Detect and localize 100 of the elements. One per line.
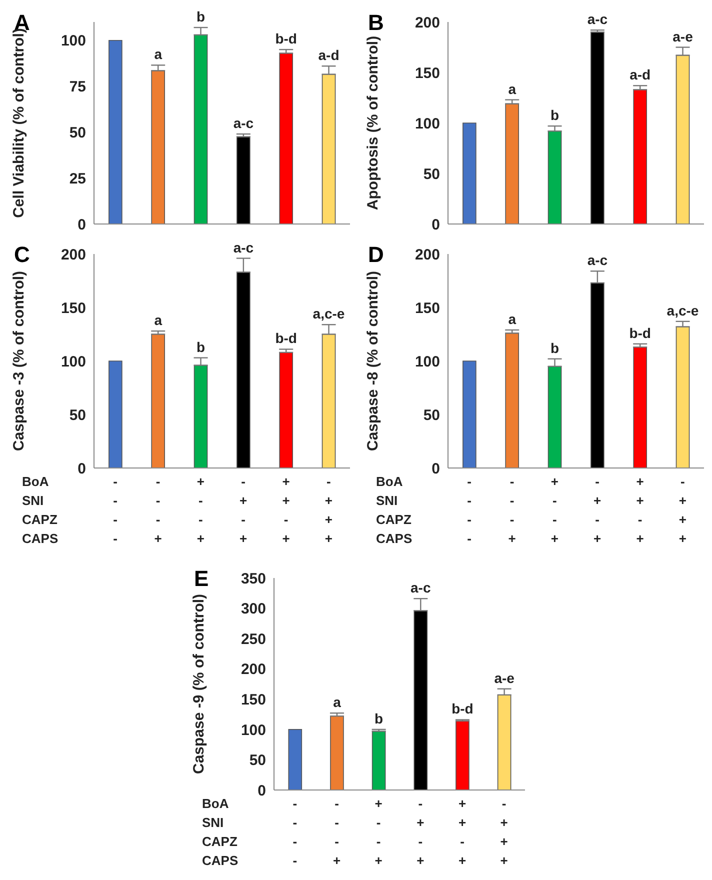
text: BoA [202,796,230,811]
data-label: a-d [630,66,651,83]
text: BoA [376,474,404,489]
text: CAPS [202,853,238,868]
y-tick-label: 75 [69,78,86,96]
y-tick-label: 300 [240,600,266,618]
y-tick-label: 50 [423,406,440,424]
text: CAPZ [376,512,412,527]
bar [194,364,208,468]
bar [505,332,519,468]
x-tick-label: - + - + [240,474,248,546]
bar [108,360,122,468]
bar [590,282,604,468]
data-label: a [154,46,162,62]
y-axis-title: Caspase -9 (% of control) [190,594,208,774]
text: SNI [376,493,398,508]
y-tick-label: 0 [78,460,86,478]
data-label: a-c [587,252,608,268]
data-label: b-d [275,330,297,346]
bar [330,716,344,790]
bar [151,334,165,468]
x-tick-label: + - - + [374,796,383,868]
text: SNI [202,815,224,830]
y-tick-label: 200 [414,246,440,264]
bar [497,694,512,790]
text: CAPZ [22,512,58,527]
data-label: a,c-e [666,302,699,318]
x-tick-label: + + - + [282,474,290,546]
bar [279,52,293,224]
chart-title: E [194,566,209,592]
text: BoA [22,474,50,489]
data-label: b-d [275,30,297,47]
y-tick-label: 150 [60,300,86,317]
y-tick-label: 25 [69,170,86,188]
bar [236,136,250,224]
y-tick-label: 150 [240,691,266,708]
y-tick-label: 250 [240,630,266,648]
bar [279,352,293,468]
x-tick-label: - + + + [678,474,687,546]
y-tick-label: 350 [240,570,266,588]
y-tick-label: 50 [423,166,440,183]
bar [372,730,386,790]
x-tick-label: - - - - [467,474,472,546]
chart-title: D [368,242,384,268]
y-axis-title: Caspase -3 (% of control) [10,270,28,452]
data-label: b [374,710,384,726]
x-tick-label: - - - + [508,474,516,546]
x-tick-label: - - - - [292,796,298,868]
text: CAPZ [202,834,238,849]
y-tick-label: 100 [414,353,440,370]
data-label: b [550,340,560,356]
y-axis-title: Caspase -8 (% of control) [364,270,382,452]
chart-title: C [14,242,30,268]
data-label: a-c [233,115,254,132]
x-tick-label: - + + + [324,474,333,546]
y-tick-label: 150 [414,64,440,82]
data-label: a [508,80,516,97]
chart-title: B [368,10,384,36]
data-label: a-e [672,28,694,44]
y-tick-label: 100 [240,722,266,739]
y-tick-label: 0 [432,460,440,478]
bar [151,70,165,224]
data-label: a [508,310,516,327]
x-tick-label: - - - + [332,796,341,868]
y-tick-label: 200 [414,14,440,32]
data-label: a-c [410,580,431,596]
data-label: b [196,338,206,355]
data-label: b-d [452,700,474,717]
data-label: a-c [587,11,608,28]
x-tick-label: + + - + [636,474,644,546]
data-label: b [550,107,560,124]
x-tick-label: + + - + [458,796,466,868]
y-tick-label: 50 [69,124,86,142]
bar [676,54,690,224]
bar [322,334,336,468]
bar [590,32,604,224]
text: SNI [22,493,44,508]
text: CAPS [376,531,412,546]
y-tick-label: 200 [240,661,266,678]
bar [194,34,208,224]
data-label: a-c [233,239,254,256]
y-tick-label: 100 [60,32,86,50]
data-label: a,c-e [312,306,345,322]
y-tick-label: 200 [60,246,86,264]
data-label: a [154,312,162,328]
x-tick-label: - - - + [154,474,162,546]
bar [288,729,302,790]
bar [462,360,476,468]
y-tick-label: 150 [414,300,440,317]
bar [633,346,647,468]
x-tick-label: + - - + [550,474,559,546]
data-label: a [333,694,342,710]
data-label: b-d [629,324,651,341]
x-tick-label: + - - + [196,474,205,546]
data-label: a-e [494,670,515,686]
bar [548,130,562,224]
y-tick-label: 100 [414,115,440,132]
y-tick-label: 50 [69,406,86,424]
y-tick-label: 0 [78,216,86,234]
y-tick-label: 50 [249,752,266,770]
